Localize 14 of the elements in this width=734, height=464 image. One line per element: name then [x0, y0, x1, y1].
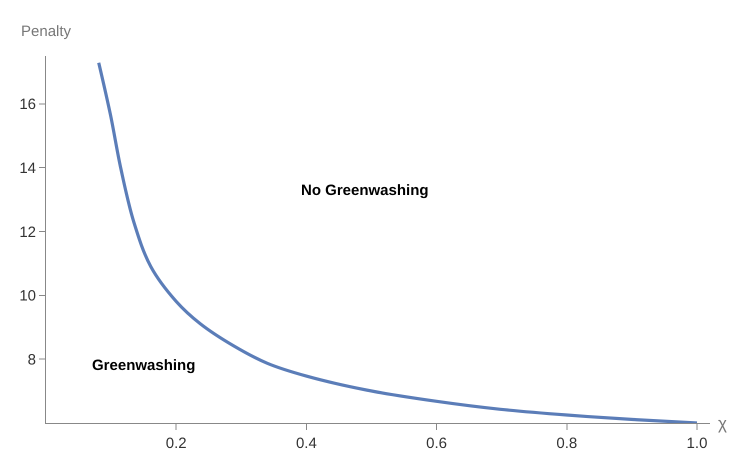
annotation: Greenwashing [92, 357, 196, 374]
annotation: No Greenwashing [301, 182, 429, 199]
y-axis-title: Penalty [21, 23, 72, 40]
y-tick-label: 8 [28, 351, 36, 368]
x-tick-label: 0.8 [556, 435, 578, 452]
x-tick-label: 0.4 [296, 435, 317, 452]
x-tick-label: 0.2 [166, 435, 187, 452]
y-tick-label: 12 [19, 224, 36, 241]
x-axis-title: χ [718, 414, 727, 433]
x-tick-label: 0.6 [426, 435, 448, 452]
y-tick-label: 14 [19, 160, 36, 177]
y-tick-label: 10 [19, 288, 36, 305]
x-tick-label: 1.0 [686, 435, 708, 452]
y-tick-label: 16 [19, 96, 36, 114]
